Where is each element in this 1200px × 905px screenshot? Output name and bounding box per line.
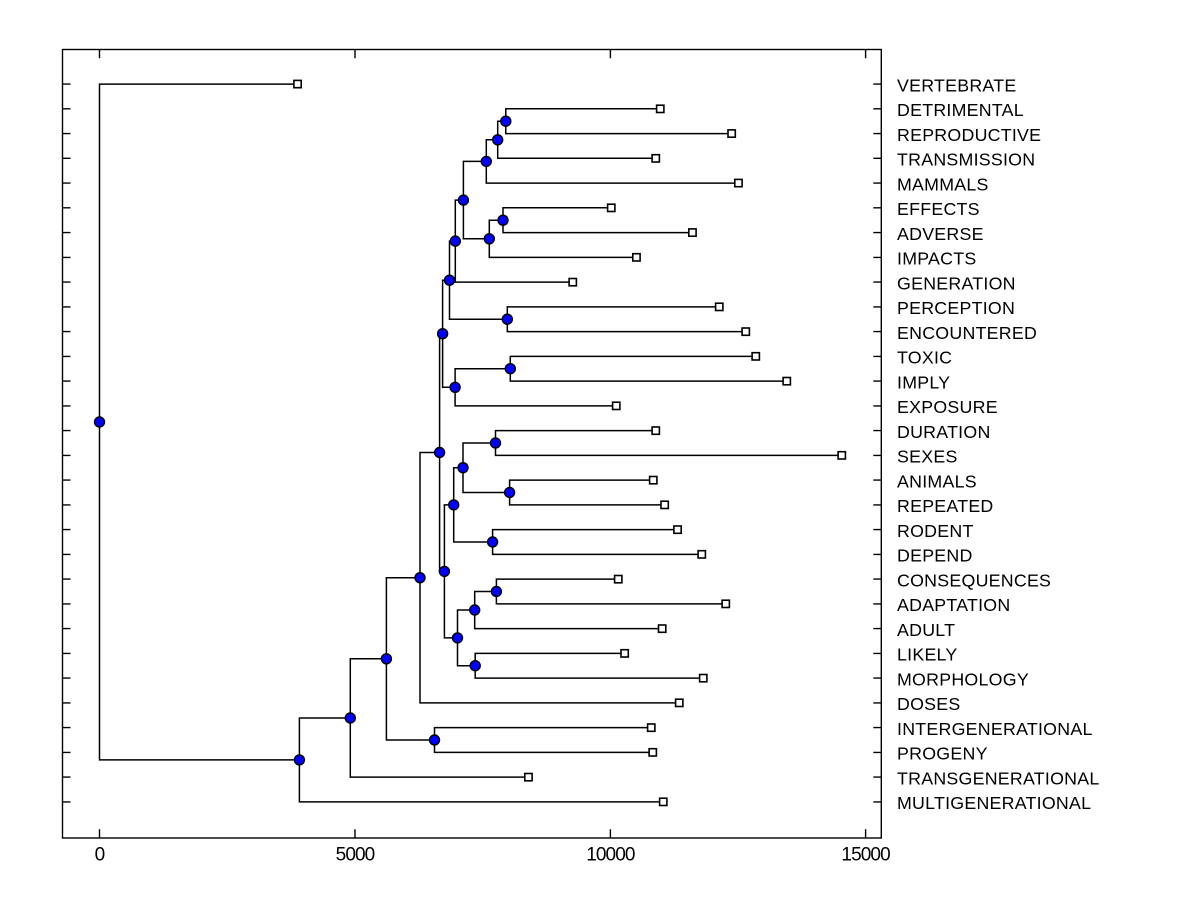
svg-text:EFFECTS: EFFECTS [897,199,980,219]
svg-text:DEPEND: DEPEND [897,546,973,566]
svg-text:ANIMALS: ANIMALS [897,471,977,491]
svg-text:DURATION: DURATION [897,422,991,442]
svg-text:SEXES: SEXES [897,447,958,467]
svg-text:MULTIGENERATIONAL: MULTIGENERATIONAL [897,793,1091,813]
svg-text:REPEATED: REPEATED [897,496,994,516]
svg-text:10000: 10000 [586,845,635,866]
svg-text:DETRIMENTAL: DETRIMENTAL [897,100,1024,120]
svg-text:5000: 5000 [336,845,375,866]
svg-text:DOSES: DOSES [897,694,961,714]
svg-text:LIKELY: LIKELY [897,645,957,665]
svg-text:PERCEPTION: PERCEPTION [897,298,1015,318]
svg-text:TRANSMISSION: TRANSMISSION [897,150,1035,170]
svg-text:IMPACTS: IMPACTS [897,249,976,269]
svg-text:MAMMALS: MAMMALS [897,174,989,194]
svg-text:VERTEBRATE: VERTEBRATE [897,75,1016,95]
svg-text:ENCOUNTERED: ENCOUNTERED [897,323,1037,343]
svg-text:IMPLY: IMPLY [897,372,950,392]
svg-text:TOXIC: TOXIC [897,348,952,368]
svg-text:TRANSGENERATIONAL: TRANSGENERATIONAL [897,768,1100,788]
svg-text:ADULT: ADULT [897,620,955,640]
svg-text:0: 0 [95,845,105,866]
svg-text:MORPHOLOGY: MORPHOLOGY [897,669,1029,689]
svg-text:INTERGENERATIONAL: INTERGENERATIONAL [897,719,1093,739]
svg-text:ADVERSE: ADVERSE [897,224,984,244]
svg-text:ADAPTATION: ADAPTATION [897,595,1010,615]
svg-text:REPRODUCTIVE: REPRODUCTIVE [897,125,1041,145]
svg-text:RODENT: RODENT [897,521,974,541]
svg-text:CONSEQUENCES: CONSEQUENCES [897,570,1051,590]
svg-text:EXPOSURE: EXPOSURE [897,397,998,417]
svg-text:15000: 15000 [841,845,890,866]
svg-text:GENERATION: GENERATION [897,273,1016,293]
svg-text:PROGENY: PROGENY [897,744,988,764]
